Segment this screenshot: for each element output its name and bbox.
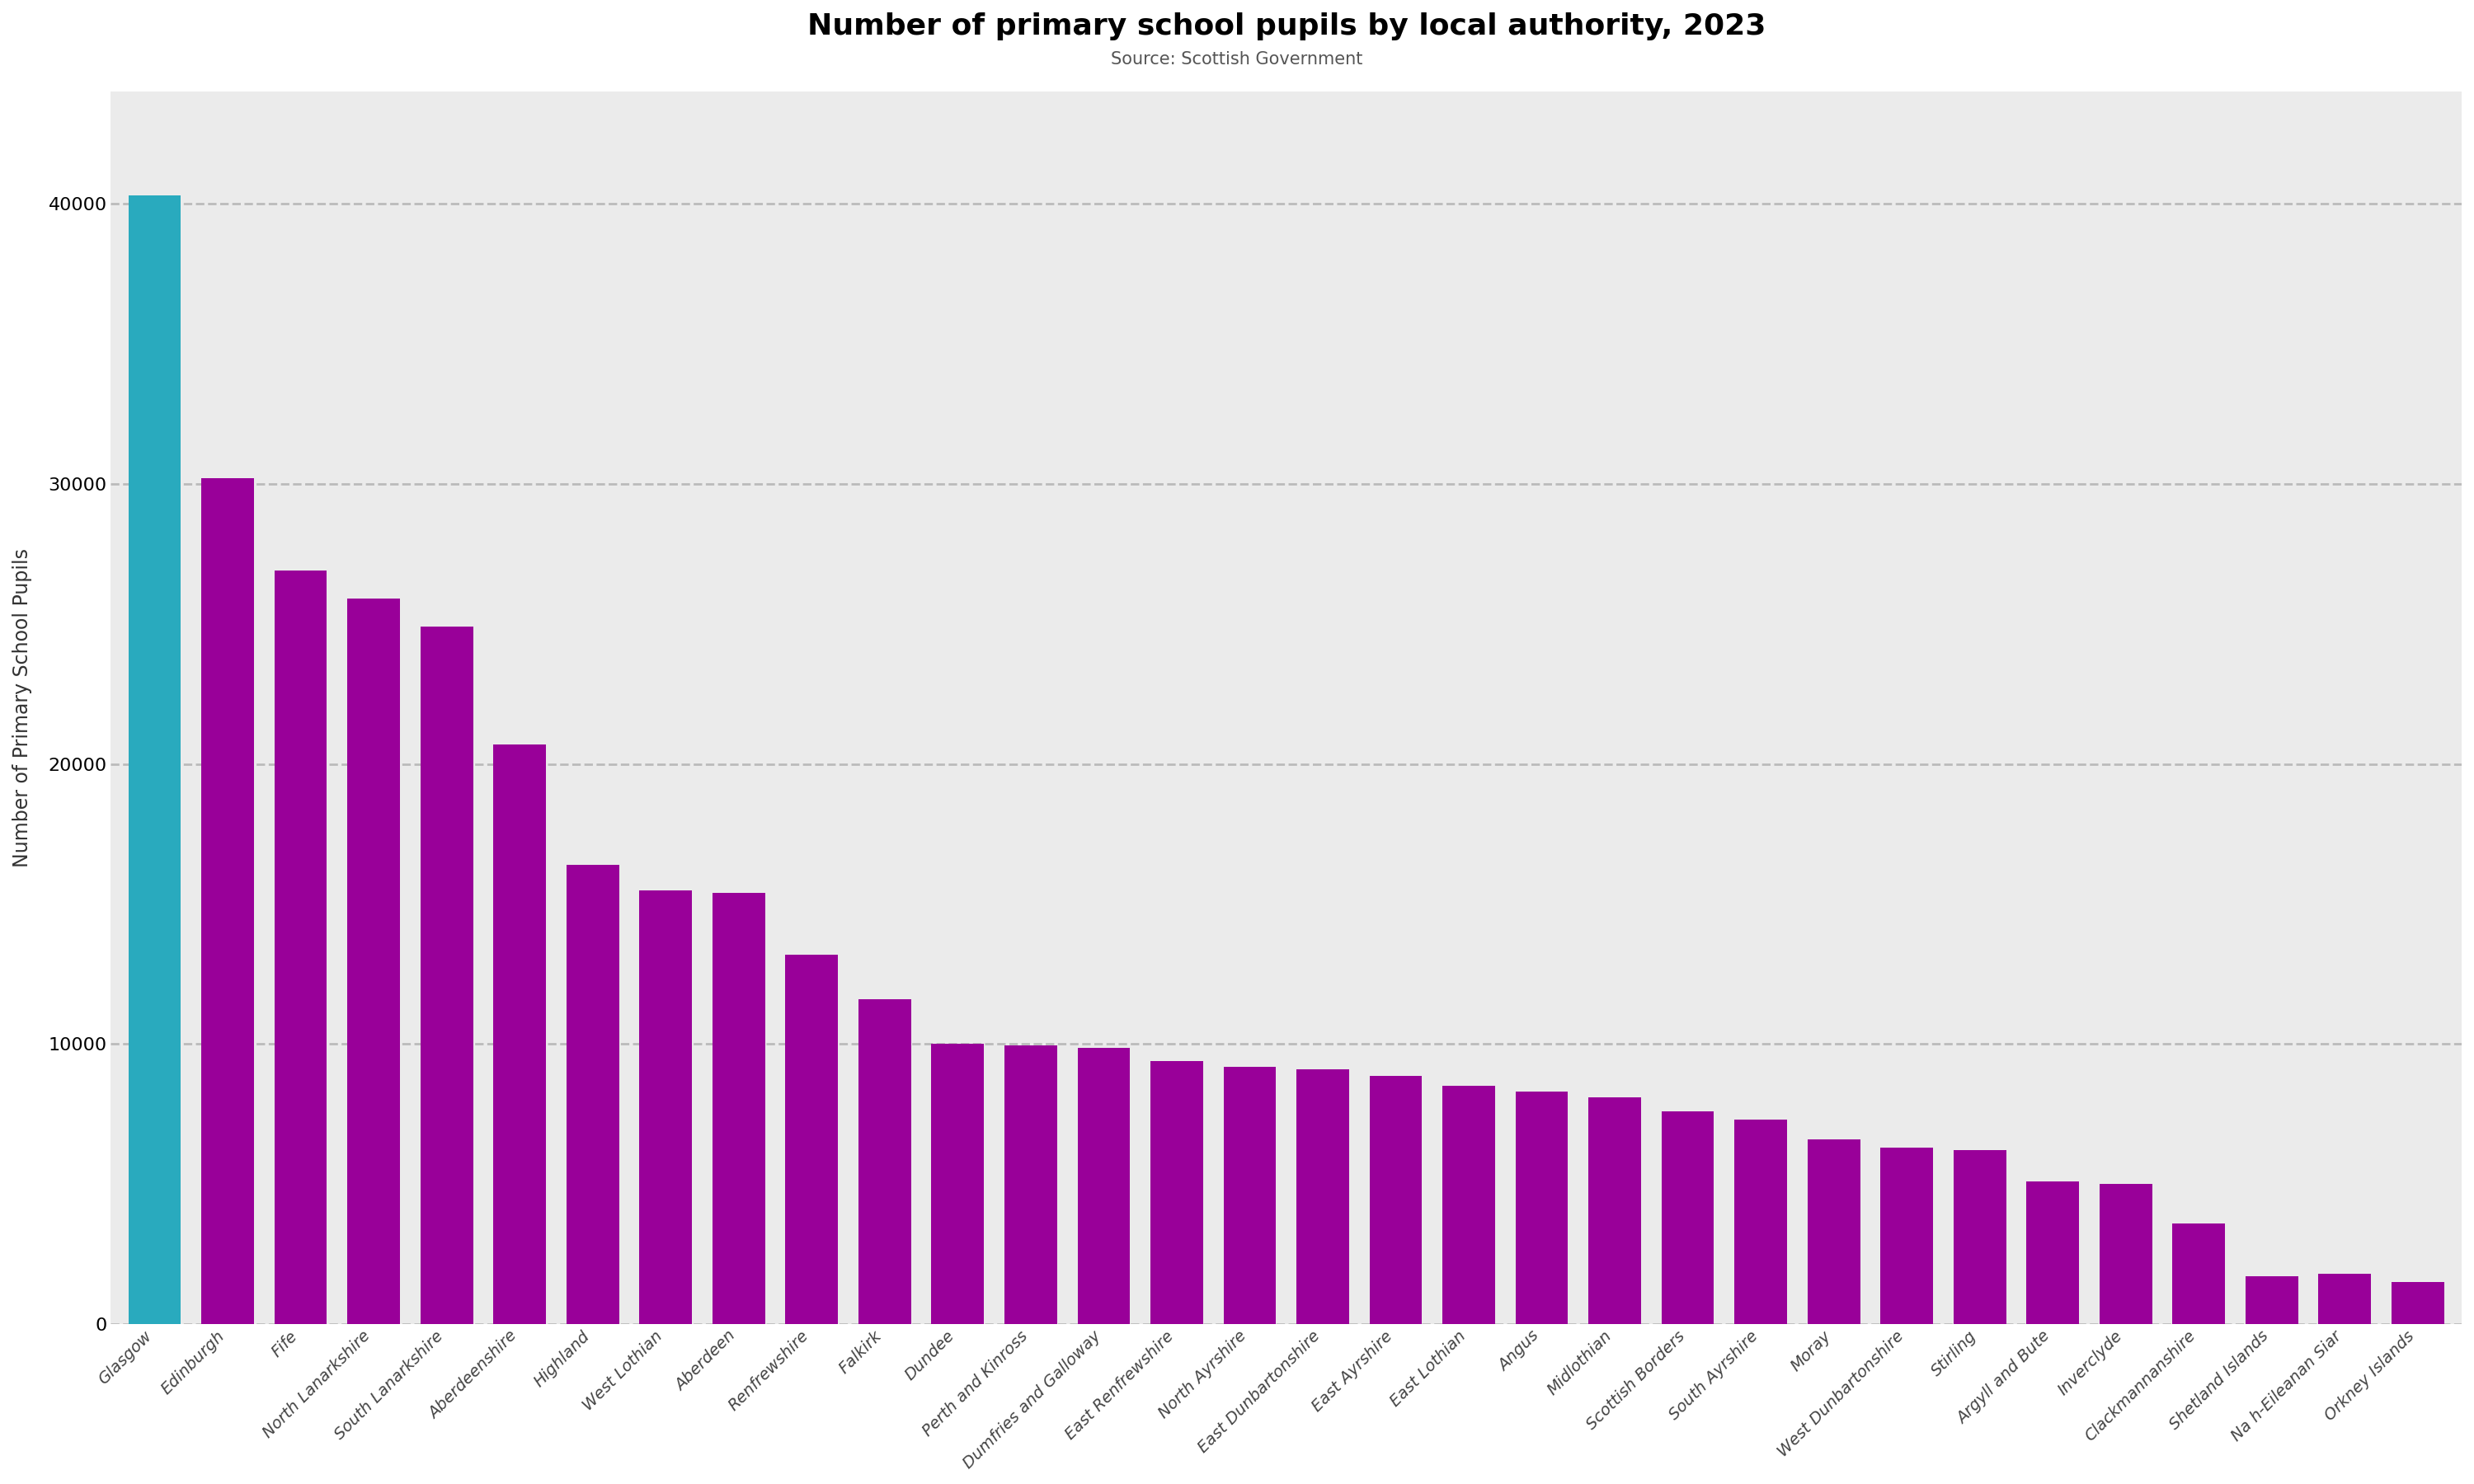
Bar	[2318, 1273, 2370, 1324]
Bar	[1442, 1086, 1494, 1324]
Bar	[1517, 1092, 1569, 1324]
Bar	[2100, 1184, 2152, 1324]
Bar	[1150, 1061, 1202, 1324]
Bar	[2026, 1181, 2078, 1324]
Bar	[930, 1045, 985, 1324]
Bar	[200, 478, 255, 1324]
Bar	[129, 196, 181, 1324]
Bar	[1004, 1045, 1056, 1324]
Bar	[784, 954, 839, 1324]
Bar	[2246, 1276, 2298, 1324]
Bar	[2172, 1223, 2224, 1324]
Bar	[713, 893, 764, 1324]
Bar	[275, 571, 327, 1324]
Bar	[2392, 1282, 2444, 1324]
Bar	[1808, 1140, 1860, 1324]
Bar	[1880, 1147, 1932, 1324]
Bar	[567, 865, 618, 1324]
Bar	[492, 745, 547, 1324]
Bar	[1225, 1067, 1277, 1324]
Bar	[1588, 1097, 1640, 1324]
Bar	[858, 999, 910, 1324]
Bar	[1296, 1070, 1348, 1324]
Bar	[1954, 1150, 2006, 1324]
Bar	[346, 598, 401, 1324]
Bar	[1663, 1112, 1714, 1324]
Bar	[421, 626, 473, 1324]
Bar	[1371, 1076, 1423, 1324]
Title: Number of primary school pupils by local authority, 2023: Number of primary school pupils by local…	[807, 12, 1766, 40]
Y-axis label: Number of Primary School Pupils: Number of Primary School Pupils	[12, 549, 32, 868]
Bar	[1734, 1119, 1786, 1324]
Bar	[1079, 1048, 1131, 1324]
Text: Source: Scottish Government: Source: Scottish Government	[1111, 52, 1363, 68]
Bar	[638, 890, 693, 1324]
